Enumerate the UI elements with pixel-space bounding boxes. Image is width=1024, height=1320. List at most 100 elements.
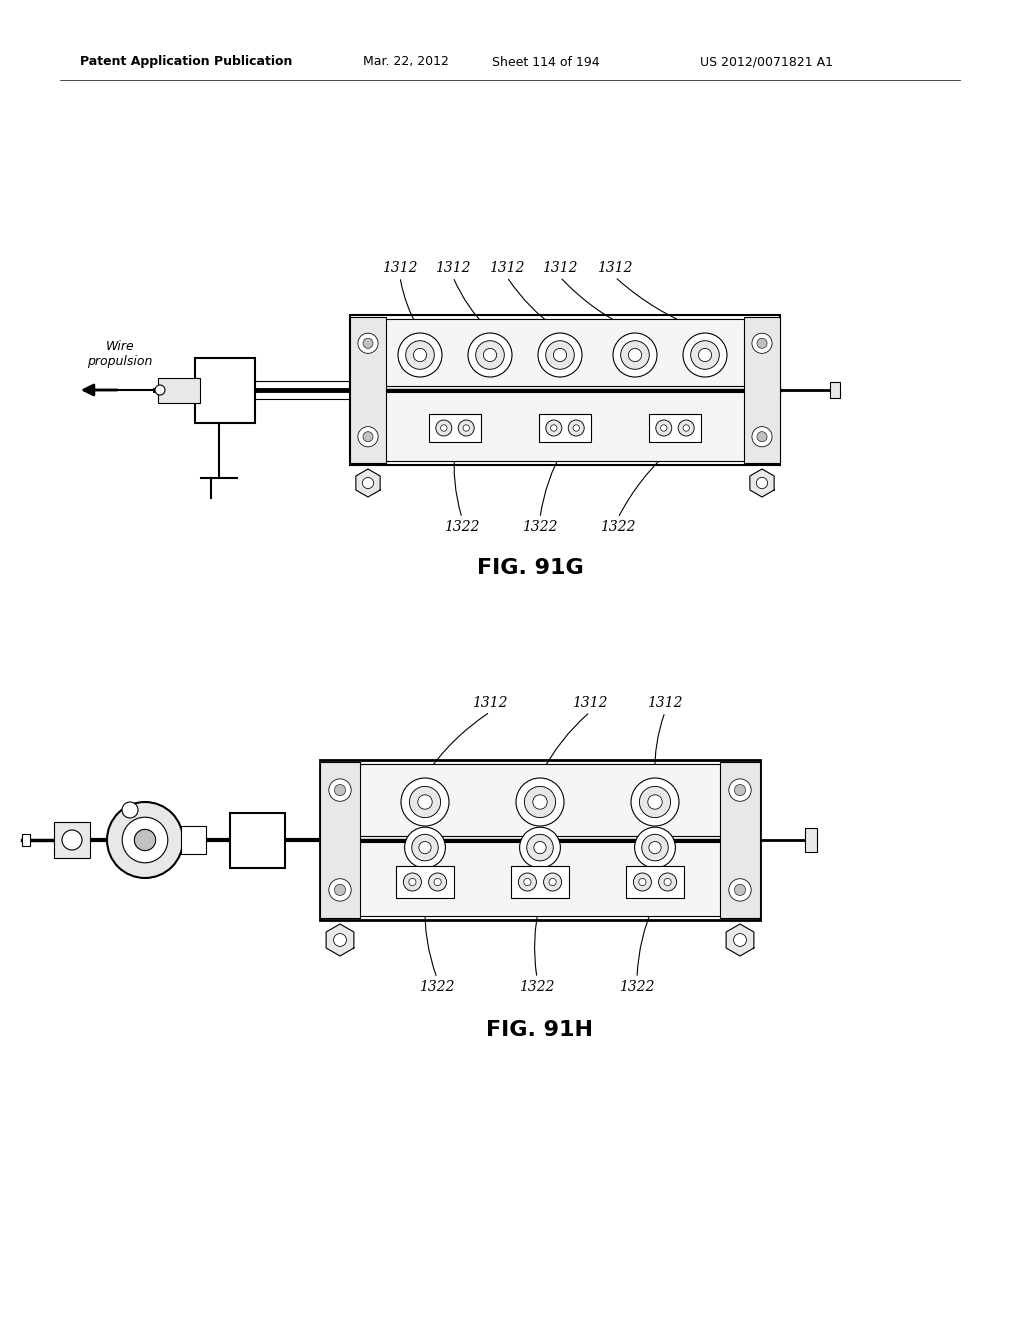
- Circle shape: [538, 333, 582, 378]
- Bar: [350, 315, 780, 465]
- Circle shape: [621, 341, 649, 370]
- Circle shape: [358, 426, 378, 446]
- Circle shape: [634, 873, 651, 891]
- Text: Wire
propulsion: Wire propulsion: [87, 341, 153, 368]
- Circle shape: [155, 385, 165, 395]
- Circle shape: [683, 333, 727, 378]
- Circle shape: [524, 878, 531, 886]
- Circle shape: [534, 841, 546, 854]
- Circle shape: [631, 777, 679, 826]
- Circle shape: [553, 348, 566, 362]
- Circle shape: [358, 333, 378, 354]
- Text: Mar. 22, 2012: Mar. 22, 2012: [362, 55, 449, 69]
- Text: FIG. 91H: FIG. 91H: [486, 1020, 594, 1040]
- Circle shape: [526, 834, 553, 861]
- Circle shape: [733, 933, 746, 946]
- Circle shape: [683, 425, 689, 432]
- Circle shape: [532, 795, 547, 809]
- Circle shape: [401, 777, 449, 826]
- Circle shape: [639, 787, 671, 817]
- Circle shape: [436, 420, 452, 436]
- Circle shape: [106, 803, 183, 878]
- Bar: [350, 317, 386, 463]
- Circle shape: [698, 348, 712, 362]
- Circle shape: [362, 432, 373, 442]
- Text: 1312: 1312: [435, 261, 471, 275]
- Circle shape: [734, 884, 745, 895]
- Circle shape: [549, 878, 556, 886]
- Circle shape: [664, 878, 671, 886]
- Circle shape: [362, 478, 374, 488]
- Bar: [319, 762, 360, 917]
- Circle shape: [658, 873, 677, 891]
- Bar: [805, 828, 817, 851]
- Bar: [195, 358, 255, 422]
- Circle shape: [362, 338, 373, 348]
- Circle shape: [334, 933, 346, 946]
- Circle shape: [458, 420, 474, 436]
- Circle shape: [629, 348, 642, 362]
- Circle shape: [734, 784, 745, 796]
- Circle shape: [406, 341, 434, 370]
- Text: 1322: 1322: [522, 520, 558, 535]
- Text: 1312: 1312: [489, 261, 524, 275]
- Circle shape: [613, 333, 657, 378]
- Text: Sheet 114 of 194: Sheet 114 of 194: [492, 55, 600, 69]
- Circle shape: [410, 787, 440, 817]
- Circle shape: [649, 841, 662, 854]
- Circle shape: [524, 787, 556, 817]
- Bar: [744, 317, 780, 463]
- Circle shape: [544, 873, 561, 891]
- Circle shape: [404, 828, 445, 869]
- Circle shape: [642, 834, 669, 861]
- Text: US 2012/0071821 A1: US 2012/0071821 A1: [700, 55, 833, 69]
- Bar: [720, 762, 760, 917]
- Text: 1312: 1312: [543, 261, 578, 275]
- Circle shape: [655, 420, 672, 436]
- Circle shape: [434, 878, 441, 886]
- Circle shape: [398, 333, 442, 378]
- Circle shape: [546, 341, 574, 370]
- Circle shape: [752, 426, 772, 446]
- Circle shape: [122, 803, 138, 818]
- Text: 1312: 1312: [472, 696, 508, 710]
- Circle shape: [329, 879, 351, 902]
- Circle shape: [757, 338, 767, 348]
- Bar: [354, 319, 776, 385]
- Circle shape: [635, 828, 676, 869]
- Bar: [540, 413, 591, 442]
- Polygon shape: [750, 469, 774, 498]
- Circle shape: [757, 432, 767, 442]
- Circle shape: [419, 841, 431, 854]
- Text: 1312: 1312: [647, 696, 683, 710]
- Text: Patent Application Publication: Patent Application Publication: [80, 55, 293, 69]
- Bar: [158, 378, 200, 403]
- Circle shape: [639, 878, 646, 886]
- Text: FIG. 91G: FIG. 91G: [476, 558, 584, 578]
- Circle shape: [335, 884, 346, 895]
- Bar: [54, 822, 90, 858]
- Bar: [627, 866, 684, 898]
- Circle shape: [660, 425, 667, 432]
- Bar: [354, 392, 776, 461]
- Circle shape: [412, 834, 438, 861]
- Circle shape: [62, 830, 82, 850]
- Polygon shape: [356, 469, 380, 498]
- Circle shape: [122, 817, 168, 863]
- Bar: [22, 834, 30, 846]
- Bar: [230, 813, 285, 867]
- Circle shape: [573, 425, 580, 432]
- Circle shape: [476, 341, 504, 370]
- Circle shape: [403, 873, 422, 891]
- Circle shape: [568, 420, 585, 436]
- Circle shape: [752, 333, 772, 354]
- Text: 1322: 1322: [419, 979, 455, 994]
- Circle shape: [134, 829, 156, 850]
- Circle shape: [468, 333, 512, 378]
- Bar: [511, 866, 568, 898]
- Circle shape: [729, 779, 752, 801]
- Circle shape: [551, 425, 557, 432]
- Circle shape: [329, 779, 351, 801]
- Circle shape: [335, 784, 346, 796]
- Circle shape: [440, 425, 447, 432]
